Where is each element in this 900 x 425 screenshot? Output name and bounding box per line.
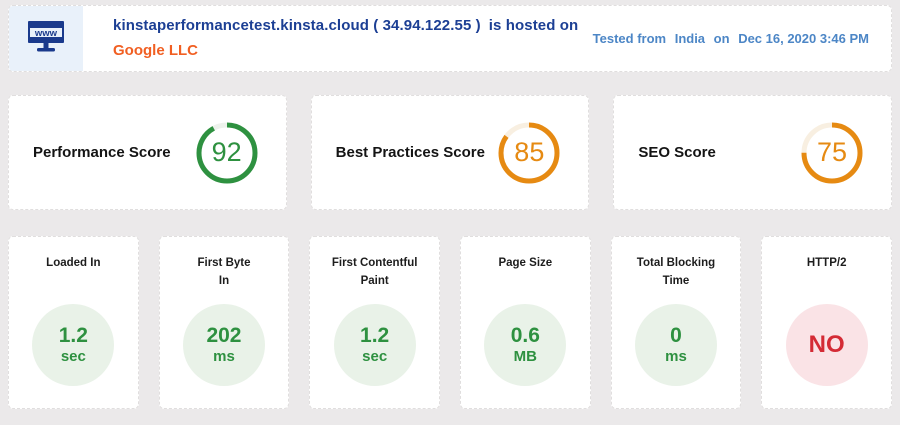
total-blocking-time-value: 0 xyxy=(670,324,682,348)
total-blocking-time-label: Total Blocking Time xyxy=(636,257,716,288)
first-byte-label: First Byte In xyxy=(197,257,251,288)
svg-text:www: www xyxy=(34,28,58,39)
site-icon-box: www xyxy=(9,6,83,71)
performance-score-value: 92 xyxy=(211,137,242,167)
metric-row: Loaded In 1.2 sec First Byte In 202 ms F… xyxy=(8,236,892,409)
http2-badge: NO xyxy=(785,304,868,386)
hosting-provider: Google LLC xyxy=(113,42,198,59)
page-size-card: Page Size 0.6 MB xyxy=(460,236,591,409)
total-blocking-time-badge: 0 ms xyxy=(634,304,717,386)
http2-value: NO xyxy=(808,331,845,359)
http2-label: HTTP/2 xyxy=(806,257,847,269)
total-blocking-time-unit: ms xyxy=(665,348,687,366)
hosted-on-text: is hosted on xyxy=(488,17,579,34)
header-card: www kinstaperformancetest.kinsta.cloud (… xyxy=(8,5,892,72)
page-size-value: 0.6 xyxy=(510,324,540,348)
score-row: Performance Score 92 Best Practices Scor… xyxy=(8,95,892,210)
best-practices-score-ring: 85 xyxy=(496,120,562,186)
seo-score-ring: 75 xyxy=(799,120,865,186)
seo-score-card: SEO Score 75 xyxy=(613,95,892,210)
performance-score-card: Performance Score 92 xyxy=(8,95,287,210)
first-byte-value: 202 xyxy=(206,324,242,348)
loaded-in-unit: sec xyxy=(60,348,86,366)
http2-card: HTTP/2 NO xyxy=(761,236,892,409)
seo-score-label: SEO Score xyxy=(638,144,716,161)
tested-domain-ip: kinstaperformancetest.kinsta.cloud ( 34.… xyxy=(113,17,481,34)
tested-datetime: Dec 16, 2020 3:46 PM xyxy=(738,31,869,46)
first-byte-card: First Byte In 202 ms xyxy=(158,236,290,409)
first-contentful-paint-unit: sec xyxy=(362,348,388,366)
loaded-in-value: 1.2 xyxy=(58,324,88,348)
loaded-in-label: Loaded In xyxy=(46,257,101,269)
best-practices-score-value: 85 xyxy=(514,137,545,167)
first-contentful-paint-value: 1.2 xyxy=(360,324,390,348)
www-monitor-icon: www xyxy=(25,17,67,60)
loaded-in-badge: 1.2 sec xyxy=(32,304,115,386)
total-blocking-time-card: Total Blocking Time 0 ms xyxy=(610,236,742,409)
seo-score-value: 75 xyxy=(816,137,847,167)
performance-score-label: Performance Score xyxy=(33,144,171,161)
first-contentful-paint-badge: 1.2 sec xyxy=(333,304,416,386)
performance-score-ring: 92 xyxy=(194,120,260,186)
tested-from-label: Tested from xyxy=(592,31,667,46)
loaded-in-card: Loaded In 1.2 sec xyxy=(8,236,139,409)
tested-location: India xyxy=(674,31,706,46)
first-contentful-paint-card: First Contentful Paint 1.2 sec xyxy=(309,236,440,409)
page-size-badge: 0.6 MB xyxy=(484,304,567,386)
tested-on-label: on xyxy=(713,31,730,46)
first-byte-badge: 202 ms xyxy=(182,304,265,386)
header-title-block: kinstaperformancetest.kinsta.cloud ( 34.… xyxy=(83,6,588,71)
page-size-unit: MB xyxy=(513,348,537,366)
first-contentful-paint-label: First Contentful Paint xyxy=(331,257,418,288)
best-practices-score-label: Best Practices Score xyxy=(335,144,485,161)
best-practices-score-card: Best Practices Score 85 xyxy=(310,95,590,210)
page-size-label: Page Size xyxy=(498,257,553,269)
page-title: kinstaperformancetest.kinsta.cloud ( 34.… xyxy=(113,17,588,34)
first-byte-unit: ms xyxy=(213,348,235,366)
test-meta: Tested from India on Dec 16, 2020 3:46 P… xyxy=(588,31,891,46)
